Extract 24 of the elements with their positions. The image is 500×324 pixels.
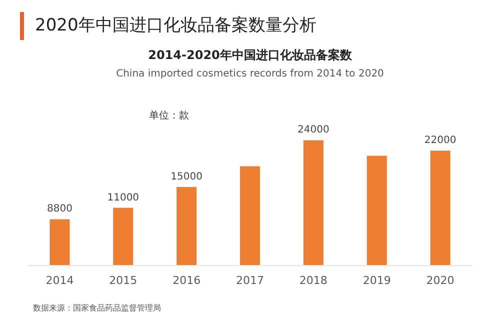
bar (366, 156, 387, 265)
x-tick-label: 2019 (362, 274, 391, 287)
data-label: 24000 (298, 124, 330, 136)
data-label: 22000 (424, 135, 456, 146)
x-tick-label: 2018 (299, 274, 328, 287)
chart-subtitle: 2014-2020年中国进口化妆品备案数 (148, 48, 353, 62)
bar (430, 150, 450, 265)
data-label: 11000 (107, 192, 140, 204)
source-note: 数据来源：国家食品药品监督管理局 (33, 304, 161, 312)
x-tick-label: 2020 (426, 274, 454, 287)
text: 单位：款 (149, 110, 189, 122)
x-tick-label: 2015 (109, 274, 138, 287)
x-tick-label: 2014 (46, 274, 74, 287)
bar (176, 187, 197, 265)
data-label: 8800 (46, 204, 72, 215)
bar (50, 219, 70, 265)
bar (113, 208, 134, 265)
x-tick-label: 2016 (172, 274, 201, 287)
chart-title: 2020年中国进口化妆品备案数量分析 (35, 16, 316, 36)
bar (240, 166, 260, 265)
data-label: 15000 (170, 172, 202, 182)
text: China imported cosmetics records from 2014 to 2020 (116, 68, 384, 80)
bar (303, 140, 324, 265)
x-tick-label: 2017 (236, 274, 264, 287)
